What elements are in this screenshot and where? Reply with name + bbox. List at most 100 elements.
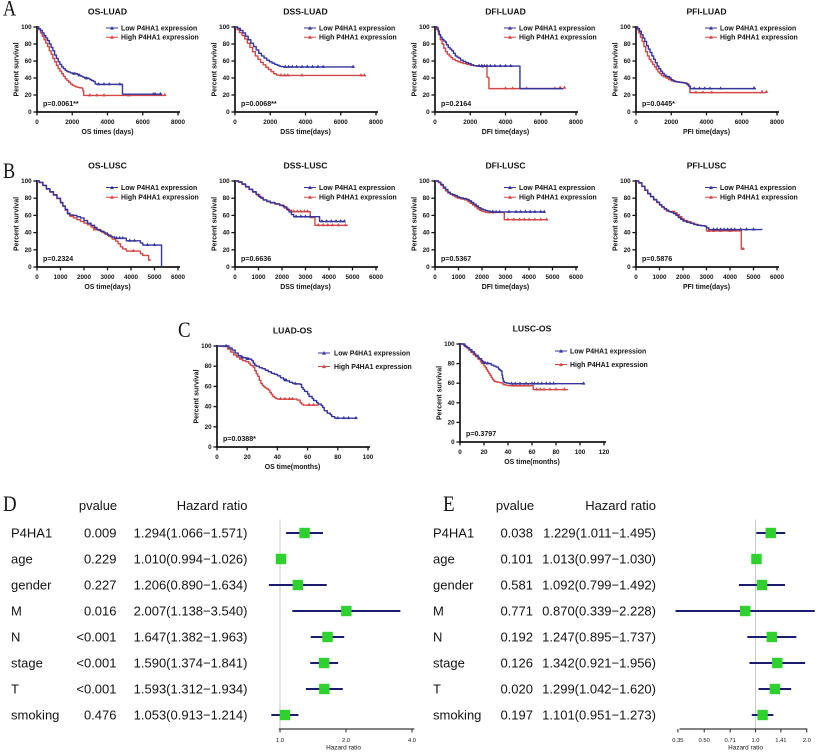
svg-text:60: 60 <box>528 449 536 456</box>
svg-text:p=0.0388*: p=0.0388* <box>223 435 256 443</box>
svg-text:<0.001: <0.001 <box>76 682 116 697</box>
svg-text:5000: 5000 <box>147 274 162 281</box>
svg-text:1.229(1.011−1.495): 1.229(1.011−1.495) <box>543 526 656 541</box>
svg-text:1000: 1000 <box>53 274 68 281</box>
svg-text:6000: 6000 <box>171 274 186 281</box>
svg-text:2000: 2000 <box>77 274 92 281</box>
svg-text:0.71: 0.71 <box>725 738 736 744</box>
svg-text:DSS-LUSC: DSS-LUSC <box>284 161 328 171</box>
svg-text:5000: 5000 <box>746 274 761 281</box>
svg-text:4000: 4000 <box>699 119 714 126</box>
svg-text:1.299(1.042−1.620): 1.299(1.042−1.620) <box>542 682 656 697</box>
svg-text:20: 20 <box>25 247 33 254</box>
svg-text:60: 60 <box>25 58 33 65</box>
svg-text:100: 100 <box>219 24 230 31</box>
svg-text:1.101(0.951−1.273): 1.101(0.951−1.273) <box>542 708 656 723</box>
svg-text:40: 40 <box>25 75 33 82</box>
svg-text:1.247(0.895−1.737): 1.247(0.895−1.737) <box>542 630 656 645</box>
svg-text:80: 80 <box>423 41 431 48</box>
svg-text:40: 40 <box>504 449 512 456</box>
svg-text:<0.001: <0.001 <box>76 630 116 645</box>
svg-text:4000: 4000 <box>124 274 139 281</box>
svg-text:1.593(1.312−1.934): 1.593(1.312−1.934) <box>134 682 248 697</box>
svg-text:6000: 6000 <box>735 119 750 126</box>
svg-text:4000: 4000 <box>322 274 337 281</box>
svg-text:0: 0 <box>35 119 39 126</box>
svg-text:6000: 6000 <box>569 274 584 281</box>
svg-text:Percent survival: Percent survival <box>211 197 218 251</box>
svg-text:100: 100 <box>21 24 32 31</box>
svg-text:20: 20 <box>25 92 33 99</box>
svg-text:4000: 4000 <box>723 274 738 281</box>
svg-text:age: age <box>433 552 455 567</box>
svg-text:Percent survival: Percent survival <box>211 42 218 96</box>
svg-text:pvalue: pvalue <box>79 498 117 513</box>
svg-text:6000: 6000 <box>770 274 785 281</box>
svg-text:8000: 8000 <box>171 119 186 126</box>
svg-text:40: 40 <box>448 400 456 407</box>
svg-text:p=0.2164: p=0.2164 <box>441 100 471 108</box>
svg-text:D: D <box>3 491 17 516</box>
svg-text:8000: 8000 <box>770 119 785 126</box>
svg-text:80: 80 <box>624 195 632 202</box>
svg-text:2.007(1.138−3.540): 2.007(1.138−3.540) <box>134 604 248 619</box>
svg-text:20: 20 <box>423 92 431 99</box>
svg-text:5000: 5000 <box>545 274 560 281</box>
svg-text:pvalue: pvalue <box>496 498 534 513</box>
svg-text:3000: 3000 <box>100 274 115 281</box>
svg-text:1.010(0.994−1.026): 1.010(0.994−1.026) <box>134 552 248 567</box>
svg-text:80: 80 <box>223 41 231 48</box>
svg-text:M: M <box>11 604 22 619</box>
svg-text:PFI time(days): PFI time(days) <box>683 284 730 291</box>
svg-text:4000: 4000 <box>498 119 513 126</box>
svg-text:LUSC-OS: LUSC-OS <box>513 324 552 334</box>
svg-text:60: 60 <box>223 58 231 65</box>
svg-text:1.0: 1.0 <box>751 738 759 744</box>
svg-text:0: 0 <box>451 439 455 446</box>
svg-text:Low P4HA1 expression: Low P4HA1 expression <box>121 185 197 192</box>
svg-text:0: 0 <box>634 119 638 126</box>
svg-text:DSS time(days): DSS time(days) <box>280 284 331 291</box>
svg-text:2000: 2000 <box>676 274 691 281</box>
svg-text:1000: 1000 <box>652 274 667 281</box>
svg-text:0: 0 <box>433 274 437 281</box>
svg-text:DFI-LUSC: DFI-LUSC <box>485 161 525 171</box>
svg-text:0.101: 0.101 <box>500 552 533 567</box>
svg-text:0.038: 0.038 <box>500 526 533 541</box>
svg-text:100: 100 <box>419 178 430 185</box>
svg-text:age: age <box>11 552 33 567</box>
svg-text:1.092(0.799−1.492): 1.092(0.799−1.492) <box>542 578 656 593</box>
svg-text:Percent survival: Percent survival <box>411 42 418 96</box>
svg-text:P4HA1: P4HA1 <box>11 526 52 541</box>
svg-text:1000: 1000 <box>451 274 466 281</box>
svg-text:60: 60 <box>448 380 456 387</box>
svg-text:P4HA1: P4HA1 <box>433 526 474 541</box>
svg-text:1.294(1.066−1.571): 1.294(1.066−1.571) <box>134 526 248 541</box>
svg-text:40: 40 <box>624 230 632 237</box>
svg-text:0.020: 0.020 <box>500 682 533 697</box>
svg-text:Low P4HA1 expression: Low P4HA1 expression <box>720 185 796 192</box>
svg-text:Low P4HA1 expression: Low P4HA1 expression <box>519 185 595 192</box>
svg-text:40: 40 <box>423 230 431 237</box>
svg-text:0.229: 0.229 <box>84 552 117 567</box>
svg-text:4000: 4000 <box>298 119 313 126</box>
svg-text:20: 20 <box>205 424 213 431</box>
svg-text:T: T <box>433 682 441 697</box>
svg-text:2.0: 2.0 <box>803 738 811 744</box>
svg-text:100: 100 <box>363 454 374 461</box>
svg-text:smoking: smoking <box>433 708 481 723</box>
svg-text:0: 0 <box>627 109 631 116</box>
svg-text:N: N <box>11 630 20 645</box>
svg-text:60: 60 <box>624 58 632 65</box>
svg-text:DSS time(days): DSS time(days) <box>280 129 331 136</box>
svg-text:OS time(months): OS time(months) <box>265 464 321 471</box>
svg-text:20: 20 <box>624 247 632 254</box>
svg-text:6000: 6000 <box>369 274 384 281</box>
svg-text:0: 0 <box>226 109 230 116</box>
svg-text:Low P4HA1 expression: Low P4HA1 expression <box>334 350 410 357</box>
svg-text:High P4HA1 expression: High P4HA1 expression <box>319 35 397 42</box>
svg-text:0: 0 <box>233 119 237 126</box>
svg-text:DFI-LUAD: DFI-LUAD <box>485 7 526 17</box>
svg-text:High P4HA1 expression: High P4HA1 expression <box>121 195 199 202</box>
svg-text:High P4HA1 expression: High P4HA1 expression <box>519 195 597 202</box>
